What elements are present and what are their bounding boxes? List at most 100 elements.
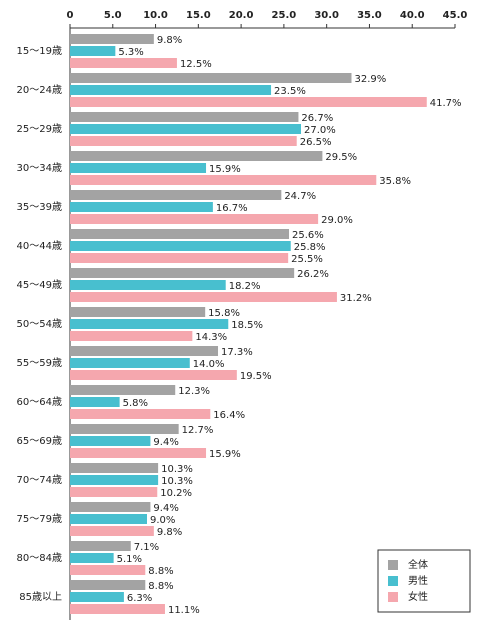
bar xyxy=(70,319,229,329)
legend-label: 女性 xyxy=(408,590,428,603)
bar xyxy=(70,502,151,512)
bar xyxy=(70,268,295,278)
x-tick-label: 25.0 xyxy=(272,10,297,21)
data-label: 31.2% xyxy=(340,293,372,304)
legend-swatch xyxy=(388,592,398,602)
data-label: 18.2% xyxy=(229,281,261,292)
y-tick-label: 65～69歳 xyxy=(17,435,62,447)
y-tick-label: 80～84歳 xyxy=(17,552,62,564)
data-label: 8.8% xyxy=(148,566,173,577)
data-label: 24.7% xyxy=(284,191,316,202)
y-tick-label: 45～49歳 xyxy=(17,279,62,291)
data-label: 11.1% xyxy=(168,605,200,616)
bar xyxy=(70,475,159,485)
bar xyxy=(70,73,352,83)
legend-swatch xyxy=(388,576,398,586)
data-label: 25.8% xyxy=(294,242,326,253)
legend-label: 男性 xyxy=(408,574,428,587)
data-label: 7.1% xyxy=(134,542,159,553)
data-label: 10.2% xyxy=(160,488,192,499)
data-label: 19.5% xyxy=(240,371,272,382)
data-label: 9.4% xyxy=(153,503,178,514)
data-label: 16.7% xyxy=(216,203,248,214)
y-tick-label: 30～34歳 xyxy=(17,162,62,174)
x-tick-label: 40.0 xyxy=(400,10,425,21)
bar xyxy=(70,229,290,239)
bar xyxy=(70,604,165,614)
data-label: 12.3% xyxy=(178,386,210,397)
bar xyxy=(70,202,213,212)
data-label: 9.0% xyxy=(150,515,175,526)
data-label: 5.8% xyxy=(123,398,148,409)
data-label: 5.3% xyxy=(118,47,143,58)
bar xyxy=(70,97,427,107)
data-label: 26.2% xyxy=(297,269,329,280)
bar xyxy=(70,136,297,146)
bar xyxy=(70,292,337,302)
data-label: 12.5% xyxy=(180,59,212,70)
bar xyxy=(70,46,116,56)
data-label: 25.6% xyxy=(292,230,324,241)
y-tick-label: 50～54歳 xyxy=(17,318,62,330)
x-tick-label: 35.0 xyxy=(357,10,382,21)
bar xyxy=(70,541,131,551)
bar xyxy=(70,163,207,173)
bar xyxy=(70,385,176,395)
data-label: 14.0% xyxy=(193,359,225,370)
y-tick-label: 15～19歳 xyxy=(17,45,62,57)
data-label: 18.5% xyxy=(231,320,263,331)
bar xyxy=(70,514,147,524)
bar xyxy=(70,565,146,575)
data-label: 6.3% xyxy=(127,593,152,604)
bar xyxy=(70,526,154,536)
data-label: 5.1% xyxy=(117,554,142,565)
x-tick-label: 5.0 xyxy=(104,10,122,21)
data-label: 15.9% xyxy=(209,164,241,175)
bar xyxy=(70,214,319,224)
bar xyxy=(70,124,301,134)
data-label: 8.8% xyxy=(148,581,173,592)
bar xyxy=(70,85,272,95)
data-label: 10.3% xyxy=(161,476,193,487)
y-tick-label: 85歳以上 xyxy=(19,591,62,603)
bar xyxy=(70,112,299,122)
x-tick-label: 10.0 xyxy=(143,10,168,21)
bar xyxy=(70,409,211,419)
bar xyxy=(70,370,237,380)
x-tick-label: 45.0 xyxy=(443,10,468,21)
bar xyxy=(70,331,193,341)
data-label: 35.8% xyxy=(379,176,411,187)
bar xyxy=(70,253,289,263)
bar xyxy=(70,592,124,602)
bar xyxy=(70,397,120,407)
data-label: 15.9% xyxy=(209,449,241,460)
data-label: 9.4% xyxy=(153,437,178,448)
y-tick-label: 75～79歳 xyxy=(17,513,62,525)
bar xyxy=(70,190,282,200)
data-label: 9.8% xyxy=(157,35,182,46)
bar xyxy=(70,307,206,317)
bar xyxy=(70,358,190,368)
bar xyxy=(70,34,154,44)
data-label: 26.7% xyxy=(301,113,333,124)
bar xyxy=(70,151,323,161)
data-label: 15.8% xyxy=(208,308,240,319)
bar xyxy=(70,436,151,446)
data-label: 17.3% xyxy=(221,347,253,358)
y-tick-label: 40～44歳 xyxy=(17,240,62,252)
x-tick-label: 20.0 xyxy=(229,10,254,21)
data-label: 12.7% xyxy=(182,425,214,436)
y-tick-label: 35～39歳 xyxy=(17,201,62,213)
bar xyxy=(70,553,114,563)
data-label: 16.4% xyxy=(213,410,245,421)
bar xyxy=(70,280,226,290)
bar xyxy=(70,241,291,251)
bar xyxy=(70,58,177,68)
data-label: 14.3% xyxy=(195,332,227,343)
data-label: 29.5% xyxy=(325,152,357,163)
legend-label: 全体 xyxy=(408,558,428,571)
bar xyxy=(70,346,219,356)
y-tick-label: 25～29歳 xyxy=(17,123,62,135)
bar xyxy=(70,448,207,458)
